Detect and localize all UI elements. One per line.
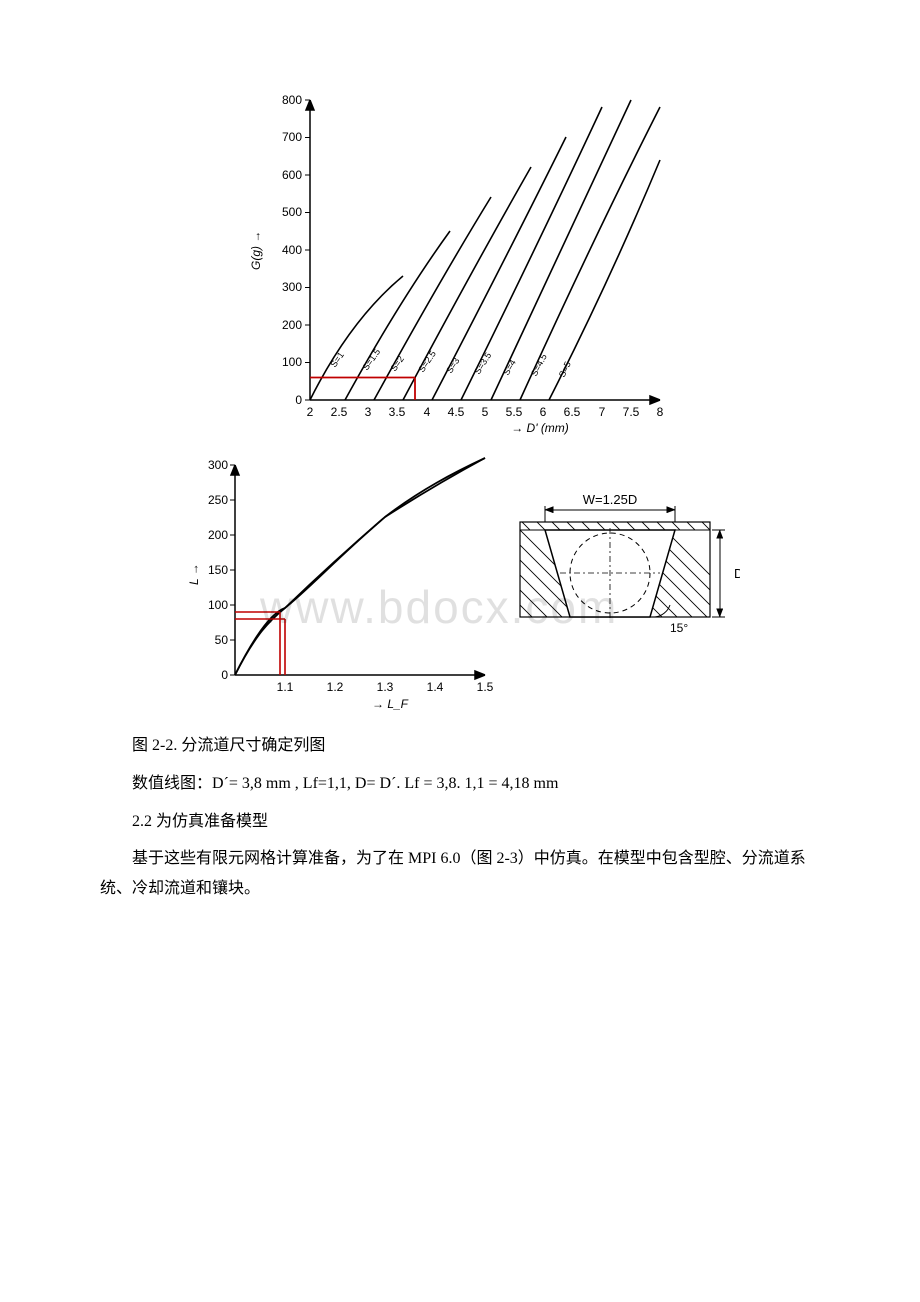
svg-text:0: 0 [221,668,228,682]
body-paragraph: 基于这些有限元网格计算准备，为了在 MPI 6.0（图 2-3）中仿真。在模型中… [100,844,820,905]
svg-text:6: 6 [540,405,547,419]
svg-text:4: 4 [424,405,431,419]
svg-text:S=2.5: S=2.5 [416,349,438,374]
svg-text:1.4: 1.4 [427,680,444,694]
svg-text:600: 600 [282,168,302,182]
svg-text:S=5: S=5 [557,360,573,379]
svg-text:250: 250 [208,493,228,507]
svg-text:2.5: 2.5 [331,405,348,419]
svg-text:5.5: 5.5 [506,405,523,419]
svg-text:800: 800 [282,93,302,107]
svg-text:S=4.5: S=4.5 [529,352,549,378]
figure-caption: 图 2-2. 分流道尺寸确定列图 [100,730,820,762]
svg-text:S=1: S=1 [328,350,346,369]
chart-l-vs-lf: L → 0 50 100 150 200 250 300 [180,450,740,720]
chart-gg-vs-dprime: G(g) → 0 100 200 300 400 500 600 700 800 [240,80,680,440]
svg-text:3: 3 [365,405,372,419]
svg-text:1.5: 1.5 [477,680,494,694]
svg-text:300: 300 [208,458,228,472]
svg-text:400: 400 [282,243,302,257]
svg-text:1.1: 1.1 [277,680,294,694]
svg-text:7.5: 7.5 [623,405,640,419]
dim-angle-label: 15° [670,621,688,635]
dim-d-label: D [734,566,740,581]
svg-text:S=1.5: S=1.5 [360,347,382,372]
svg-text:100: 100 [208,598,228,612]
y-axis-label-2: L → [187,563,201,585]
figure-runner-nomograph-bottom: www.bdocx.com L → 0 50 100 150 200 250 3… [100,450,820,720]
svg-text:2: 2 [307,405,314,419]
curve-l-lf [235,458,485,675]
document-page: G(g) → 0 100 200 300 400 500 600 700 800 [0,0,920,1302]
y-axis-label: G(g) → [249,231,263,270]
svg-text:4.5: 4.5 [448,405,465,419]
svg-text:500: 500 [282,205,302,219]
svg-text:6.5: 6.5 [564,405,581,419]
svg-text:8: 8 [657,405,664,419]
svg-text:200: 200 [208,528,228,542]
section-heading: 2.2 为仿真准备模型 [100,806,820,838]
svg-text:S=3.5: S=3.5 [472,351,493,376]
svg-text:5: 5 [482,405,489,419]
svg-text:150: 150 [208,563,228,577]
svg-text:S=2: S=2 [388,354,406,373]
svg-text:S=4: S=4 [501,358,518,377]
svg-text:3.5: 3.5 [389,405,406,419]
svg-text:1.2: 1.2 [327,680,344,694]
svg-text:7: 7 [599,405,606,419]
svg-text:100: 100 [282,355,302,369]
figure-values-line: 数值线图：D´= 3,8 mm , Lf=1,1, D= D´. Lf = 3,… [100,768,820,800]
svg-text:700: 700 [282,130,302,144]
svg-text:300: 300 [282,280,302,294]
x-axis-label: → D' (mm) [511,421,569,435]
svg-text:1.3: 1.3 [377,680,394,694]
svg-text:0: 0 [295,393,302,407]
dim-w-label: W=1.25D [583,492,638,507]
svg-text:S=3: S=3 [444,356,461,375]
svg-text:50: 50 [215,633,229,647]
figure-runner-nomograph-top: G(g) → 0 100 200 300 400 500 600 700 800 [100,80,820,440]
x-axis-label-2: → L_F [372,697,409,711]
runner-cross-section: W=1.25D [500,492,740,685]
svg-text:200: 200 [282,318,302,332]
